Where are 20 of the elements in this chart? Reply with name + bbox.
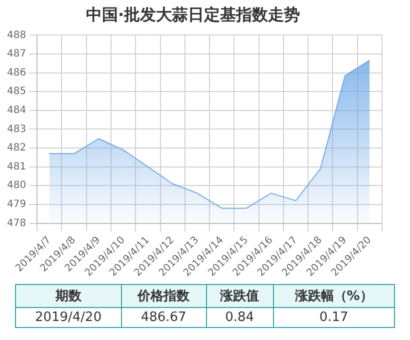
text: 2019/4/20: [16, 308, 122, 328]
text: 期数: [16, 284, 122, 308]
text: 0.84: [206, 308, 274, 328]
chart-title: 中国·批发大蒜日定基指数走势: [86, 4, 300, 24]
y-tick-label: 478: [6, 218, 26, 229]
y-tick-label: 486: [6, 67, 26, 78]
text: 价格指数: [121, 284, 206, 308]
text: 486.67: [121, 308, 206, 328]
y-tick-label: 482: [6, 142, 26, 154]
y-tick-label: 479: [6, 199, 26, 210]
y-tick-label: 487: [6, 48, 26, 60]
y-tick-label: 481: [6, 161, 26, 172]
text: 涨跌幅（%）: [273, 284, 394, 308]
text: 涨跌值: [206, 284, 274, 308]
y-tick-label: 488: [6, 30, 26, 41]
y-tick-label: 485: [6, 86, 26, 98]
y-tick-label: 483: [6, 124, 26, 135]
y-tick-label: 484: [6, 105, 26, 116]
text: 0.17: [273, 308, 394, 328]
y-tick-label: 480: [6, 180, 26, 192]
